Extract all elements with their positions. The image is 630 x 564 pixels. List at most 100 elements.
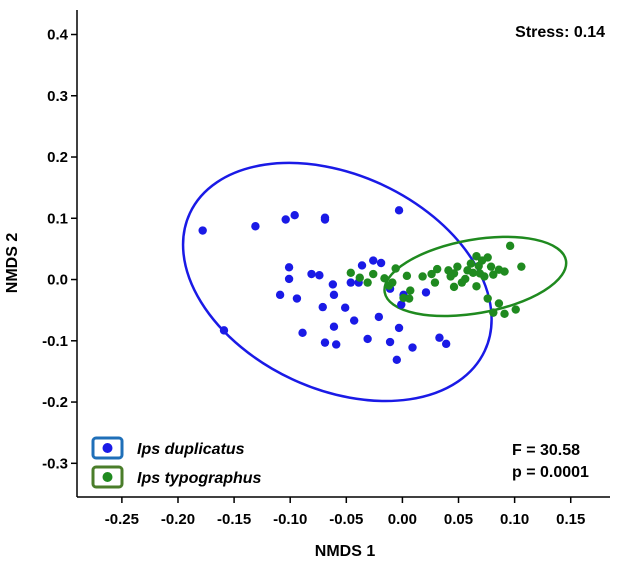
data-point-ips-typographus: [489, 270, 498, 279]
x-tick-label: -0.05: [329, 511, 363, 528]
y-axis-title: NMDS 2: [4, 233, 21, 294]
data-point-ips-duplicatus: [392, 355, 401, 364]
data-point-ips-duplicatus: [284, 263, 294, 272]
x-tick-label: 0.05: [444, 511, 473, 528]
x-tick-label: -0.15: [217, 511, 251, 528]
data-point-ips-duplicatus: [332, 340, 341, 349]
data-point-ips-typographus: [489, 308, 498, 317]
y-tick-label: -0.2: [42, 394, 68, 411]
data-point-ips-typographus: [355, 273, 364, 282]
data-point-ips-typographus: [404, 294, 414, 303]
data-point-ips-typographus: [511, 305, 520, 314]
y-ticks: -0.3 -0.2 -0.1 0.0 0.1 0.2 0.3 0.4: [42, 27, 77, 472]
data-point-ips-typographus: [486, 262, 496, 271]
x-tick-label: 0.00: [388, 511, 417, 528]
data-point-ips-typographus: [388, 278, 397, 287]
legend-dot-ips-duplicatus: [102, 443, 113, 453]
data-point-ips-duplicatus: [219, 326, 229, 335]
data-point-ips-duplicatus: [320, 213, 330, 222]
data-point-ips-duplicatus: [435, 333, 444, 342]
legend-item-ips-duplicatus: Ips duplicatus: [91, 436, 245, 460]
data-point-ips-typographus: [483, 294, 492, 303]
legend-label-ips-duplicatus: Ips duplicatus: [137, 441, 245, 458]
y-tick-label: 0.1: [47, 210, 68, 227]
data-point-ips-duplicatus: [251, 222, 260, 231]
data-point-ips-typographus: [500, 267, 509, 276]
data-point-ips-duplicatus: [421, 288, 431, 297]
data-point-ips-typographus: [427, 269, 436, 279]
data-point-ips-duplicatus: [275, 290, 285, 300]
data-point-ips-duplicatus: [374, 312, 384, 322]
data-point-ips-duplicatus: [328, 280, 338, 289]
data-point-ips-duplicatus: [329, 322, 339, 331]
data-point-ips-typographus: [517, 262, 526, 271]
data-point-ips-duplicatus: [292, 294, 302, 303]
data-point-ips-typographus: [380, 274, 389, 283]
legend-label-ips-typographus: Ips typographus: [137, 470, 262, 487]
x-ticks: -0.25 -0.20 -0.15 -0.10 -0.05 0.00 0.05 0.10 0.1…: [105, 497, 585, 528]
data-point-ips-typographus: [494, 299, 504, 308]
data-point-ips-duplicatus: [394, 323, 404, 333]
data-point-ips-typographus: [505, 241, 515, 251]
data-point-ips-duplicatus: [349, 316, 359, 325]
ellipses-layer: [181, 161, 568, 403]
data-point-ips-typographus: [391, 264, 400, 273]
data-point-ips-duplicatus: [385, 337, 395, 347]
data-point-ips-duplicatus: [281, 215, 290, 224]
y-tick-label: 0.0: [47, 272, 68, 289]
legend-item-ips-typographus: Ips typographus: [91, 465, 262, 489]
data-point-ips-typographus: [406, 286, 415, 295]
data-point-ips-duplicatus: [346, 278, 355, 287]
y-tick-label: 0.2: [47, 149, 68, 166]
data-point-ips-duplicatus: [307, 269, 316, 279]
data-point-ips-typographus: [457, 278, 467, 287]
data-point-ips-duplicatus: [290, 211, 299, 220]
data-point-ips-duplicatus: [340, 303, 350, 312]
x-tick-label: 0.15: [556, 511, 585, 528]
x-tick-label: -0.10: [273, 511, 307, 528]
points-layer: [198, 206, 526, 364]
confidence-ellipse-0: [181, 161, 493, 403]
y-tick-label: 0.4: [47, 27, 69, 44]
data-point-ips-duplicatus: [198, 226, 207, 235]
data-point-ips-typographus: [463, 266, 472, 275]
data-point-ips-duplicatus: [315, 271, 324, 280]
data-point-ips-typographus: [500, 309, 509, 319]
data-point-ips-typographus: [402, 271, 412, 281]
x-axis-title: NMDS 1: [315, 543, 376, 560]
data-point-ips-typographus: [483, 253, 492, 262]
data-point-ips-duplicatus: [408, 343, 417, 352]
data-point-ips-duplicatus: [369, 256, 378, 265]
y-tick-label: 0.3: [47, 88, 68, 105]
axes: -0.25 -0.20 -0.15 -0.10 -0.05 0.00 0.05 0.10 0.1…: [42, 10, 610, 528]
data-point-ips-typographus: [346, 268, 355, 277]
f-statistic: F = 30.58: [512, 442, 580, 459]
data-point-ips-duplicatus: [284, 274, 294, 284]
y-tick-label: -0.3: [42, 455, 68, 472]
data-point-ips-duplicatus: [357, 261, 367, 270]
x-tick-label: -0.25: [105, 511, 139, 528]
data-point-ips-duplicatus: [363, 334, 372, 344]
data-point-ips-typographus: [466, 259, 476, 268]
data-point-ips-duplicatus: [441, 339, 451, 349]
data-point-ips-typographus: [432, 264, 442, 274]
data-point-ips-typographus: [480, 272, 489, 281]
data-point-ips-duplicatus: [318, 302, 327, 312]
data-point-ips-duplicatus: [298, 328, 307, 338]
x-tick-label: 0.10: [500, 511, 529, 528]
data-point-ips-duplicatus: [376, 258, 386, 268]
data-point-ips-typographus: [449, 282, 459, 292]
data-point-ips-typographus: [472, 282, 481, 291]
legend-dot-ips-typographus: [102, 472, 113, 482]
data-point-ips-typographus: [474, 261, 483, 271]
legend: Ips duplicatus Ips typographus: [91, 436, 262, 489]
data-point-ips-typographus: [430, 278, 440, 287]
data-point-ips-typographus: [369, 269, 378, 279]
stress-annotation: Stress: 0.14: [515, 24, 605, 41]
data-point-ips-typographus: [418, 272, 427, 281]
y-tick-label: -0.1: [42, 333, 68, 350]
data-point-ips-duplicatus: [329, 290, 339, 300]
data-point-ips-typographus: [363, 278, 372, 287]
x-tick-label: -0.20: [161, 511, 195, 528]
